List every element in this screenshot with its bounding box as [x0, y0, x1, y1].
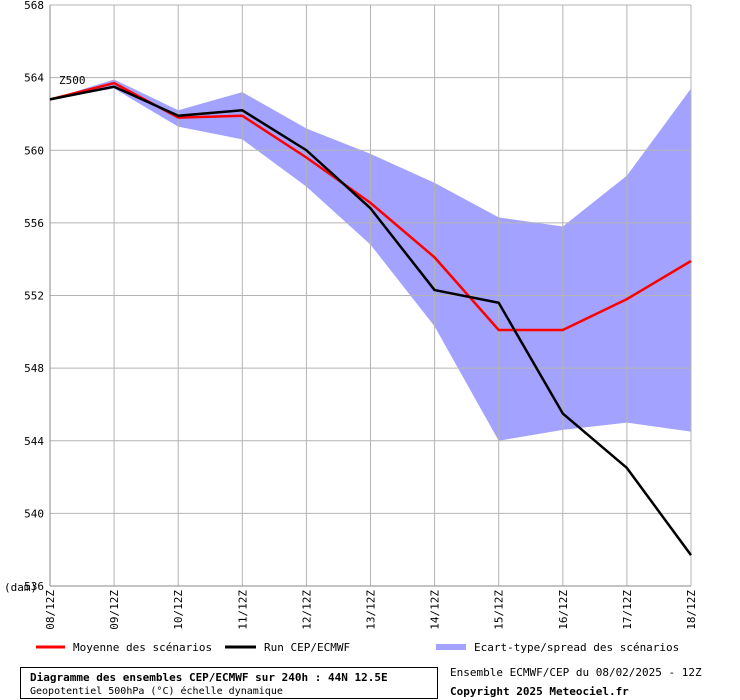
chart-title: Diagramme des ensembles CEP/ECMWF sur 24… — [30, 671, 388, 684]
y-tick-label: 552 — [24, 290, 44, 303]
x-tick-label: 10/12Z — [172, 590, 185, 630]
x-tick-label: 11/12Z — [236, 590, 249, 630]
y-tick-label: 568 — [24, 0, 44, 12]
x-tick-label: 16/12Z — [557, 590, 570, 630]
x-tick-label: 18/12Z — [685, 590, 698, 630]
x-tick-label: 13/12Z — [365, 590, 378, 630]
chart-subtitle: Geopotentiel 500hPa (°C) échelle dynamiq… — [30, 686, 283, 697]
y-tick-label: 540 — [24, 507, 44, 520]
series-label: Z500 — [59, 74, 86, 87]
x-tick-label: 17/12Z — [621, 590, 634, 630]
legend: Moyenne des scénarios Run CEP/ECMWF Ecar… — [36, 641, 679, 654]
series-lines-layer — [49, 81, 693, 556]
info-box: Diagramme des ensembles CEP/ECMWF sur 24… — [20, 667, 438, 699]
grid-layer — [49, 4, 692, 587]
spread-area-layer — [50, 79, 691, 441]
spread-area — [50, 79, 691, 441]
y-tick-label: 564 — [24, 72, 44, 85]
x-tick-label: 09/12Z — [108, 590, 121, 630]
legend-label-mean: Moyenne des scénarios — [73, 641, 212, 654]
run-info: Ensemble ECMWF/CEP du 08/02/2025 - 12Z — [450, 666, 702, 679]
x-tick-label: 14/12Z — [429, 590, 442, 630]
y-tick-label: 544 — [24, 435, 44, 448]
y-tick-label: 560 — [24, 144, 44, 157]
copyright: Copyright 2025 Meteociel.fr — [450, 685, 629, 698]
x-tick-label: 12/12Z — [300, 590, 313, 630]
tick-labels-layer: 536 540 544 548 552 556 560 564 568 08/12Z 09/12Z 1… — [24, 0, 698, 630]
legend-label-spread: Ecart-type/spread des scénarios — [474, 641, 679, 654]
y-tick-label: 548 — [24, 362, 44, 375]
y-tick-label: 556 — [24, 217, 44, 230]
x-tick-label: 15/12Z — [493, 590, 506, 630]
run-line — [49, 85, 693, 556]
legend-label-run: Run CEP/ECMWF — [264, 641, 350, 654]
y-tick-label: 536 — [24, 580, 44, 593]
y-axis-label: (dam) — [4, 581, 37, 594]
x-tick-label: 08/12Z — [44, 590, 57, 630]
